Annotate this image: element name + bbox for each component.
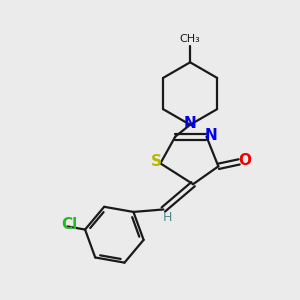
Text: N: N: [184, 116, 196, 131]
Text: Cl: Cl: [61, 218, 77, 232]
Text: O: O: [238, 153, 251, 168]
Text: H: H: [163, 211, 172, 224]
Text: CH₃: CH₃: [180, 34, 200, 44]
Text: N: N: [205, 128, 217, 142]
Text: S: S: [151, 154, 162, 169]
